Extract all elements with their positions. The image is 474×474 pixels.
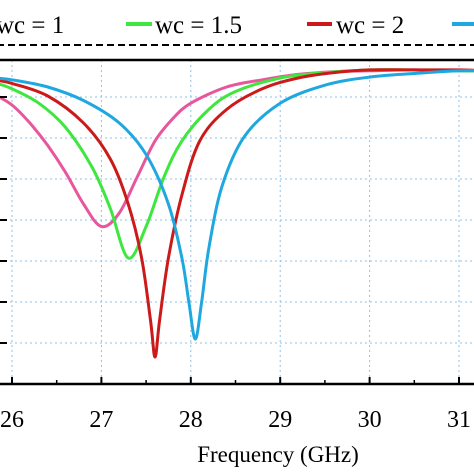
x-tick-label: 27: [89, 407, 113, 433]
axes: 26 27 28 29 30 31: [0, 58, 474, 433]
series-line-wc-2-5: [0, 69, 474, 341]
x-tick-label: 30: [358, 407, 382, 433]
series-line-wc-1-5: [0, 68, 474, 260]
x-tick-label: 31: [447, 407, 471, 433]
plot-area: [0, 68, 474, 359]
x-tick-label: 29: [268, 407, 292, 433]
legend-label: wc = 1: [0, 12, 64, 39]
legend-label: wc = 2: [336, 12, 404, 39]
grid: [0, 60, 474, 384]
plot-frame: [0, 58, 474, 386]
x-tick-label: 28: [179, 407, 203, 433]
legend-box: [0, 0, 474, 46]
x-axis-label: Frequency (GHz): [197, 442, 359, 467]
x-tick-label: 26: [0, 407, 24, 433]
legend-label: wc = 1.5: [155, 12, 242, 39]
legend: wc = 1wc = 1.5wc = 2wc = 2.5: [0, 0, 474, 46]
series-line-wc-2: [0, 68, 474, 359]
